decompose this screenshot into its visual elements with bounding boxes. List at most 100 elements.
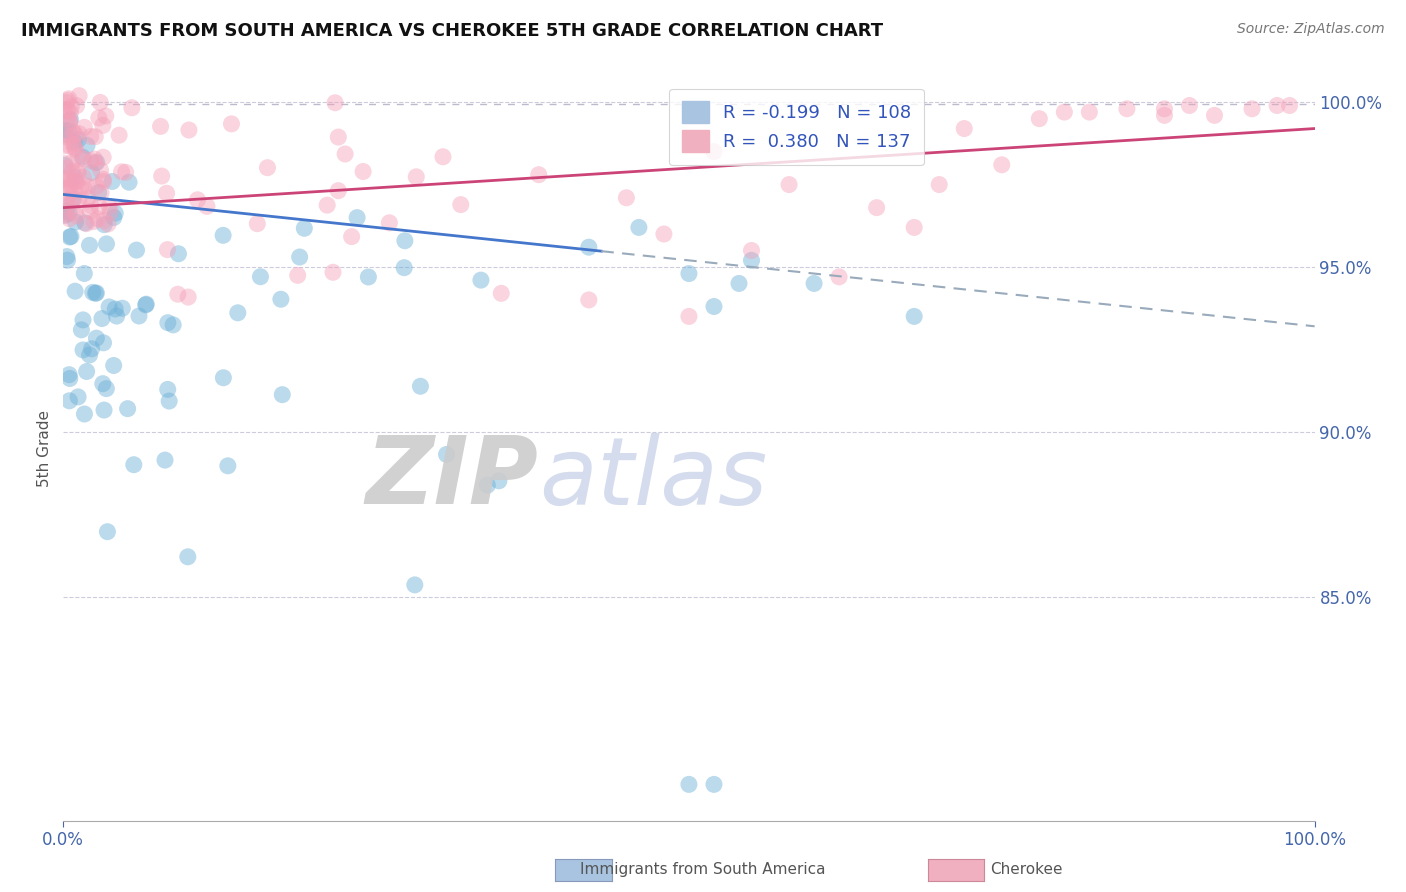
Point [65,128,87,142]
Point [66,209,89,223]
Point [1116,102,1139,116]
Point [97,217,120,231]
Point [53,139,76,153]
Point [63,284,86,298]
Point [108,128,131,143]
Point [73,152,96,166]
Point [352,164,374,178]
Point [703,777,725,791]
Point [76,138,98,153]
Point [378,216,401,230]
Point [703,145,725,159]
Point [177,290,200,304]
Point [156,243,179,257]
Point [104,301,127,316]
Point [101,174,124,188]
Point [404,578,426,592]
Point [56,94,79,108]
Point [63,170,86,185]
Point [1265,98,1288,112]
Point [62,137,84,152]
Point [67,193,90,207]
Point [62,193,84,207]
Point [90,163,112,178]
Point [1153,102,1175,116]
Point [65,98,87,112]
Point [166,287,188,301]
Point [80,198,103,212]
Point [98,300,121,314]
Point [62,154,84,169]
Point [84,179,107,194]
Point [803,277,825,291]
Text: Source: ZipAtlas.com: Source: ZipAtlas.com [1237,22,1385,37]
Point [627,220,650,235]
Point [67,127,90,141]
Point [79,204,101,219]
Point [177,549,200,564]
Point [82,285,104,300]
Point [86,211,108,226]
Point [59,114,82,128]
Point [67,132,90,146]
Point [991,158,1014,172]
Point [953,121,976,136]
Point [903,220,925,235]
Point [288,250,311,264]
Point [59,177,82,191]
Point [60,100,83,114]
Point [256,161,278,175]
Point [477,478,499,492]
Text: Immigrants from South America: Immigrants from South America [581,863,825,877]
Point [96,236,118,251]
Point [678,267,700,281]
Point [470,273,492,287]
Point [67,166,90,180]
Point [63,143,86,157]
Point [103,359,125,373]
Point [741,253,763,268]
Point [741,244,763,258]
Point [96,382,118,396]
Point [53,123,76,137]
Point [328,130,350,145]
Point [149,120,172,134]
Point [346,211,368,225]
Point [93,218,115,232]
Point [56,112,79,126]
Point [217,458,239,473]
Point [69,181,91,195]
Point [53,209,76,223]
Point [63,140,86,154]
Point [59,129,82,144]
Point [58,393,80,408]
Point [226,306,249,320]
Point [93,175,115,189]
Point [55,203,77,218]
Point [93,213,115,227]
Point [53,158,76,172]
Point [162,318,184,332]
Point [58,92,80,106]
Text: atlas: atlas [538,433,768,524]
Point [53,103,76,117]
Point [150,169,173,183]
Point [89,200,111,214]
Point [94,109,117,123]
Point [828,269,851,284]
Point [678,310,700,324]
Point [91,376,114,391]
Point [79,348,101,362]
Text: Cherokee: Cherokee [990,863,1063,877]
Point [287,268,309,283]
Point [212,370,235,384]
Point [67,390,90,404]
Point [59,371,82,385]
Point [83,152,105,166]
Point [56,253,79,268]
Point [323,95,346,110]
Point [80,165,103,179]
Point [105,309,128,323]
Point [153,453,176,467]
Point [73,216,96,230]
